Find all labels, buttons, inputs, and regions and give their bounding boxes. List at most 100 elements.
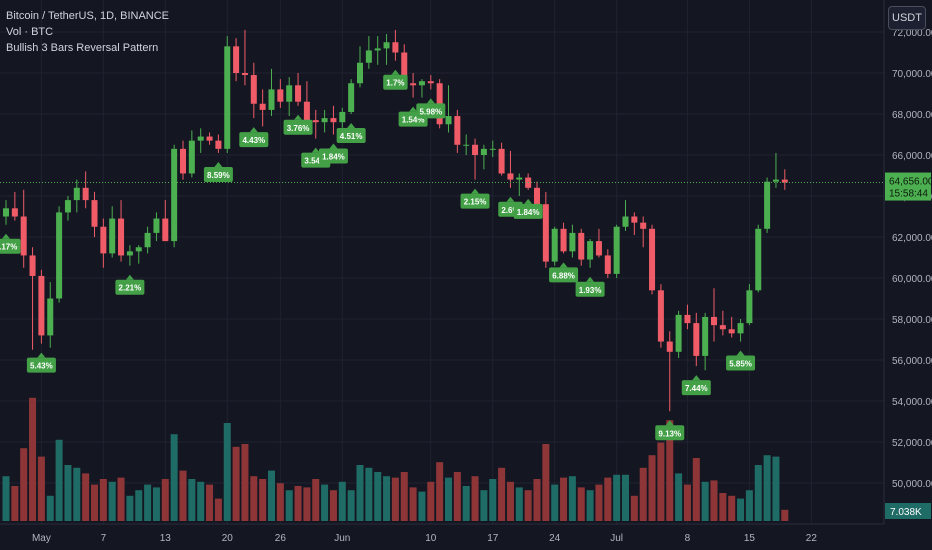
volume-bar bbox=[294, 486, 302, 521]
candle-body bbox=[233, 46, 240, 73]
volume-bar bbox=[551, 484, 559, 521]
volume-bar bbox=[259, 479, 267, 521]
candle-body bbox=[38, 275, 45, 336]
candle-body bbox=[206, 136, 213, 141]
pattern-label-pointer bbox=[37, 352, 46, 358]
candle-body bbox=[569, 232, 576, 252]
candle-body bbox=[666, 341, 673, 352]
volume-bar bbox=[329, 490, 337, 521]
volume-bar bbox=[161, 479, 169, 521]
candle-body bbox=[180, 148, 186, 174]
volume-bar bbox=[135, 490, 143, 521]
candle-body bbox=[365, 50, 372, 63]
candle-body bbox=[498, 148, 505, 174]
candle-body bbox=[47, 298, 54, 336]
pattern-label-box bbox=[575, 281, 605, 297]
candle-body bbox=[312, 120, 319, 123]
pattern-label-box bbox=[513, 203, 543, 219]
candle-body bbox=[693, 323, 700, 356]
volume-bar bbox=[374, 472, 382, 521]
volume-bar bbox=[91, 484, 98, 521]
volume-bar bbox=[462, 486, 470, 521]
symbol-title[interactable]: Bitcoin / TetherUS, 1D, BINANCE bbox=[6, 10, 170, 22]
volume-bar bbox=[2, 476, 10, 521]
pattern-label-text: 2.15% bbox=[464, 198, 487, 207]
candle-body bbox=[118, 218, 125, 256]
price-tick-label: 62,000.00 bbox=[892, 233, 932, 244]
volume-bar bbox=[719, 493, 727, 521]
candle-body bbox=[330, 118, 337, 123]
candle-body bbox=[286, 85, 293, 102]
pattern-label-text: 1.7% bbox=[386, 79, 404, 88]
candle-body bbox=[29, 255, 36, 276]
candle-body bbox=[578, 232, 585, 260]
pattern-label-pointer bbox=[471, 188, 480, 194]
volume-bar bbox=[542, 444, 550, 521]
candle-body bbox=[383, 42, 390, 49]
candle-body bbox=[560, 228, 567, 252]
volume-indicator-title[interactable]: Vol · BTC bbox=[6, 26, 54, 38]
pattern-label-pointer bbox=[409, 106, 418, 112]
volume-bar bbox=[37, 456, 45, 521]
candle-body bbox=[587, 241, 594, 260]
pattern-label-pointer bbox=[294, 114, 303, 120]
candle-body bbox=[73, 187, 80, 201]
candle-body bbox=[463, 144, 470, 146]
price-tick-label: 54,000.00 bbox=[892, 397, 932, 408]
currency-button[interactable]: USDT bbox=[888, 6, 926, 30]
volume-bar bbox=[648, 455, 656, 521]
pattern-label-box bbox=[416, 103, 446, 119]
volume-bar bbox=[666, 420, 674, 521]
candle-body bbox=[472, 144, 479, 155]
candle-body bbox=[728, 329, 735, 334]
pattern-indicator-title[interactable]: Bullish 3 Bars Reversal Pattern bbox=[6, 42, 159, 54]
volume-bar bbox=[46, 495, 54, 521]
pattern-label-box bbox=[283, 119, 313, 135]
volume-bar bbox=[179, 470, 187, 521]
candle-body bbox=[321, 118, 328, 123]
price-axis-background[interactable] bbox=[884, 0, 932, 524]
candle-body bbox=[675, 314, 682, 352]
pattern-label-box bbox=[549, 267, 579, 283]
pattern-label-text: 1.17% bbox=[0, 243, 17, 252]
volume-bar bbox=[108, 481, 116, 521]
candle-body bbox=[277, 89, 284, 102]
pattern-label-pointer bbox=[665, 420, 674, 426]
volume-bar bbox=[152, 487, 160, 521]
pattern-label-pointer bbox=[329, 143, 338, 149]
volume-bar bbox=[400, 472, 408, 521]
volume-bar bbox=[29, 397, 37, 521]
pattern-label-pointer bbox=[559, 262, 568, 268]
candle-body bbox=[631, 216, 638, 223]
pattern-label-text: 2.21% bbox=[119, 284, 142, 293]
volume-bar bbox=[568, 476, 576, 521]
volume-bar bbox=[383, 476, 391, 521]
volume-bar bbox=[436, 462, 444, 521]
candle-body bbox=[357, 62, 363, 84]
price-tick-label: 50,000.00 bbox=[892, 479, 932, 490]
candle-body bbox=[153, 218, 160, 233]
candle-body bbox=[613, 226, 620, 274]
price-tick-label: 72,000.00 bbox=[892, 28, 932, 39]
volume-bar bbox=[763, 455, 771, 521]
pattern-label-pointer bbox=[249, 127, 258, 133]
volume-bar bbox=[303, 487, 311, 521]
pattern-label-text: 4.43% bbox=[242, 136, 265, 145]
pattern-label-box bbox=[115, 279, 145, 295]
time-axis-background[interactable] bbox=[0, 524, 932, 550]
volume-bar bbox=[595, 484, 603, 521]
pattern-label-text: 4.51% bbox=[340, 132, 363, 141]
time-axis[interactable]: May 7 13 20 26 Jun 10 17 24 Jul 8 15 22 bbox=[32, 533, 817, 544]
volume-bar bbox=[241, 444, 249, 521]
pattern-label-text: 3.54% bbox=[304, 157, 327, 166]
pattern-label-pointer bbox=[311, 147, 320, 153]
volume-bar bbox=[471, 476, 479, 521]
chart-legend: Bitcoin / TetherUS, 1D, BINANCE Vol · BT… bbox=[6, 8, 169, 56]
candle-body bbox=[649, 228, 656, 291]
pattern-label-box bbox=[203, 166, 233, 182]
time-tick-label: 8 bbox=[685, 533, 691, 544]
volume-bar bbox=[622, 474, 629, 521]
